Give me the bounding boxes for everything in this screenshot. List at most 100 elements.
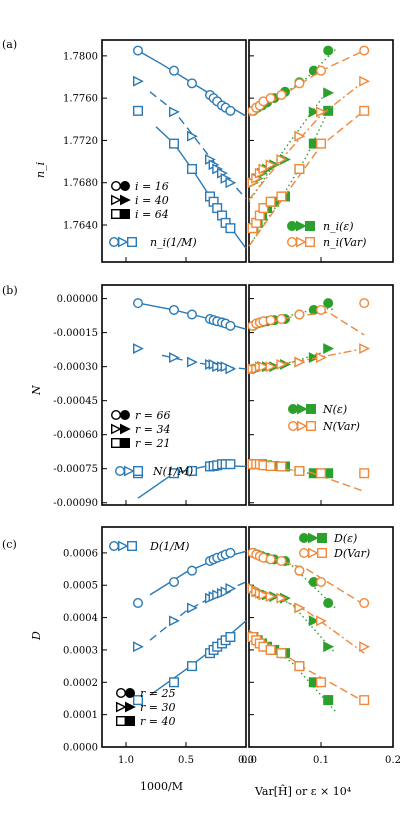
point-a-left-blue-circle-8: [225, 105, 236, 116]
legend-b-glyph-r21-1: [119, 438, 130, 449]
point-a-left-blue-triangle-1: [168, 106, 180, 118]
point-b-right-green-triangle-7: [308, 352, 320, 364]
point-c-right-orange-triangle-5: [276, 592, 288, 604]
legend-b-glyph-r66-1: [119, 410, 130, 421]
point-a-left-blue-square-1: [168, 138, 179, 149]
legend-a-glyph-i40-0: [110, 194, 122, 206]
legend-b-glyph-r34-0: [110, 423, 122, 435]
legend-c-var: D(Var): [333, 547, 370, 560]
ylabel-D: D: [30, 631, 43, 641]
point-a-right-green-triangle-8: [323, 87, 335, 99]
legend-a-fit: n_i(1/M): [150, 236, 197, 249]
point-b-right-orange-triangle-7: [316, 352, 327, 364]
ytick-label-b-left-5: -0.00015: [53, 328, 98, 339]
legend-c-glyph-var-2: [317, 548, 328, 559]
point-c-right-orange-triangle-3: [258, 589, 270, 601]
legend-a-glyph-eps-1: [296, 220, 307, 232]
point-b-right-orange-square-4: [265, 460, 276, 471]
point-a-right-orange-triangle-6: [294, 130, 306, 142]
legend-b-glyph-var-0: [288, 421, 299, 432]
point-b-left-blue-triangle-0: [132, 343, 144, 354]
point-a-right-orange-square-3: [258, 203, 269, 214]
point-c-right-green-triangle-7: [308, 615, 320, 627]
point-a-right-orange-square-5: [276, 191, 287, 202]
legend-c-fit: D(1/M): [149, 540, 189, 553]
point-c-left-blue-triangle-1: [168, 615, 180, 627]
point-a-left-blue-square-2: [186, 163, 197, 174]
ylabel-n-i: n_i: [34, 162, 47, 178]
xlabel-left: 1000/M: [140, 780, 183, 793]
legend-b-glyph-eps-0: [288, 404, 299, 415]
ytick-label-c-left-4: 0.0004: [63, 613, 98, 624]
xlabel-right: Var[Ĥ] or ε × 10⁴: [254, 784, 352, 798]
legend-c-eps: D(ε): [333, 532, 357, 545]
point-c-right-orange-circle-7: [316, 577, 327, 588]
ytick-label-c-left-3: 0.0003: [63, 645, 98, 656]
legend-b-glyph-r66-0: [110, 410, 121, 421]
ytick-label-c-left-6: 0.0006: [63, 548, 98, 559]
point-c-right-green-square-8: [323, 695, 334, 706]
point-b-right-green-triangle-8: [323, 343, 335, 354]
point-b-left-blue-square-2: [186, 465, 197, 476]
fit-line-c-right-green-circle: [248, 552, 336, 609]
point-c-left-blue-circle-2: [186, 565, 197, 576]
legend-c-r25: r = 25: [140, 687, 175, 700]
point-a-left-blue-circle-1: [168, 65, 179, 76]
legend-c-glyph-r40-1: [124, 716, 135, 727]
fit-line-b-right-orange-circle: [248, 311, 365, 336]
legend-a-glyph-fit-1: [117, 236, 129, 248]
legend-b-eps: N(ε): [322, 403, 347, 416]
point-b-right-green-circle-8: [323, 298, 334, 309]
legend-c-glyph-eps-2: [317, 533, 328, 544]
point-a-right-orange-triangle-5: [276, 154, 288, 165]
point-b-left-blue-circle-1: [168, 304, 179, 315]
legend-c-glyph-eps-0: [299, 533, 310, 544]
point-b-left-blue-square-8: [225, 459, 236, 470]
point-a-left-blue-triangle-0: [132, 75, 144, 87]
panel-label-c: (c): [2, 538, 17, 551]
legend-a-glyph-fit-0: [108, 236, 119, 247]
legend-b-fit: N(1/M): [152, 465, 193, 478]
point-c-right-orange-square-7: [316, 677, 327, 688]
point-a-right-orange-circle-7: [316, 65, 327, 76]
point-c-left-blue-square-0: [132, 695, 143, 706]
point-a-right-orange-circle-6: [294, 78, 305, 89]
point-b-left-blue-triangle-8: [225, 363, 237, 375]
point-b-left-blue-triangle-2: [186, 356, 198, 368]
legend-c-glyph-r30-1: [124, 701, 136, 713]
fit-line-a-right-green-square: [248, 110, 329, 247]
fit-line-c-left-blue-square: [149, 620, 247, 696]
point-c-right-green-circle-8: [323, 598, 334, 609]
legend-c-glyph-r40-0: [115, 716, 126, 727]
point-b-right-orange-triangle-4: [265, 361, 277, 373]
point-a-left-blue-square-8: [225, 223, 236, 234]
point-a-right-green-circle-8: [323, 45, 334, 56]
point-c-left-blue-triangle-2: [186, 602, 198, 614]
point-b-left-blue-circle-8: [225, 320, 236, 331]
point-b-right-orange-triangle-3: [258, 361, 270, 373]
point-c-left-blue-triangle-8: [225, 583, 237, 594]
point-a-left-blue-triangle-8: [225, 177, 237, 189]
legend-b-glyph-fit-2: [132, 466, 143, 477]
point-b-right-orange-circle-7: [316, 304, 327, 315]
fit-line-c-right-orange-square: [248, 629, 365, 703]
point-a-right-orange-square-7: [316, 138, 327, 149]
legend-b-r21: r = 21: [135, 437, 170, 450]
point-a-left-blue-circle-2: [186, 78, 197, 89]
point-a-right-orange-triangle-4: [265, 159, 277, 171]
xtick-label-c-left-2: 0.0: [238, 755, 254, 766]
point-c-right-orange-triangle-4: [265, 591, 277, 602]
point-a-right-orange-triangle-8: [359, 75, 371, 87]
point-c-left-blue-circle-0: [132, 598, 143, 609]
fit-line-c-right-orange-circle: [248, 550, 365, 606]
ytick-label-b-left-4: -0.00030: [53, 362, 98, 373]
point-b-right-orange-circle-5: [276, 314, 287, 325]
point-a-right-orange-triangle-3: [258, 163, 270, 175]
point-a-right-orange-square-4: [265, 196, 276, 207]
panel-label-a: (a): [2, 38, 17, 51]
point-b-left-blue-circle-2: [186, 309, 197, 320]
point-b-right-orange-square-6: [294, 465, 305, 476]
point-c-left-blue-square-2: [186, 661, 197, 672]
legend-c-glyph-r30-0: [115, 701, 127, 713]
